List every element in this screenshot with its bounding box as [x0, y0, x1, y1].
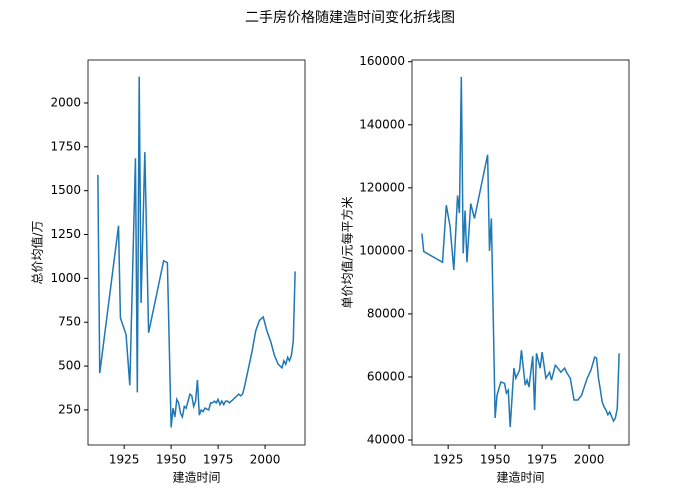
x-tick-label: 1925	[433, 453, 464, 467]
x-axis-label: 建造时间	[172, 471, 220, 485]
y-tick-label: 1250	[50, 227, 81, 241]
y-tick-label: 500	[58, 359, 81, 373]
y-axis-label: 总价均值/万	[30, 220, 45, 284]
x-tick-label: 1925	[109, 453, 140, 467]
axes-frame	[87, 59, 306, 446]
y-tick-label: 100000	[359, 243, 405, 257]
y-tick-label: 1000	[50, 271, 81, 285]
y-tick-label: 2000	[50, 95, 81, 109]
line	[421, 76, 620, 428]
axes-frame	[411, 59, 630, 446]
x-tick-label: 1950	[156, 453, 187, 467]
x-tick-label: 1975	[203, 453, 234, 467]
y-tick-label: 1750	[50, 139, 81, 153]
y-tick-label: 120000	[359, 180, 405, 194]
y-tick-label: 1500	[50, 183, 81, 197]
y-tick-label: 80000	[367, 306, 405, 320]
x-tick-label: 1975	[527, 453, 558, 467]
y-tick-label: 250	[58, 402, 81, 416]
y-axis-label: 单价均值/元每平方米	[340, 196, 355, 308]
y-tick-label: 750	[58, 315, 81, 329]
y-tick-label: 160000	[359, 54, 405, 68]
y-tick-label: 40000	[367, 433, 405, 447]
x-tick-label: 1950	[480, 453, 511, 467]
x-tick-label: 2000	[574, 453, 605, 467]
x-tick-label: 2000	[250, 453, 281, 467]
line	[97, 76, 296, 428]
figure-title: 二手房价格随建造时间变化折线图	[245, 10, 455, 26]
x-axis-label: 建造时间	[496, 471, 544, 485]
y-tick-label: 60000	[367, 369, 405, 383]
y-tick-label: 140000	[359, 117, 405, 131]
